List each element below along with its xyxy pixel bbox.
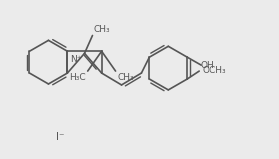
Text: N⁺: N⁺ xyxy=(70,55,81,64)
Text: CH₃: CH₃ xyxy=(93,25,110,35)
Text: CH₃: CH₃ xyxy=(117,73,134,82)
Text: OCH₃: OCH₃ xyxy=(202,66,226,75)
Text: OH: OH xyxy=(200,61,214,70)
Text: H₃C: H₃C xyxy=(69,73,86,82)
Text: I⁻: I⁻ xyxy=(56,132,65,142)
